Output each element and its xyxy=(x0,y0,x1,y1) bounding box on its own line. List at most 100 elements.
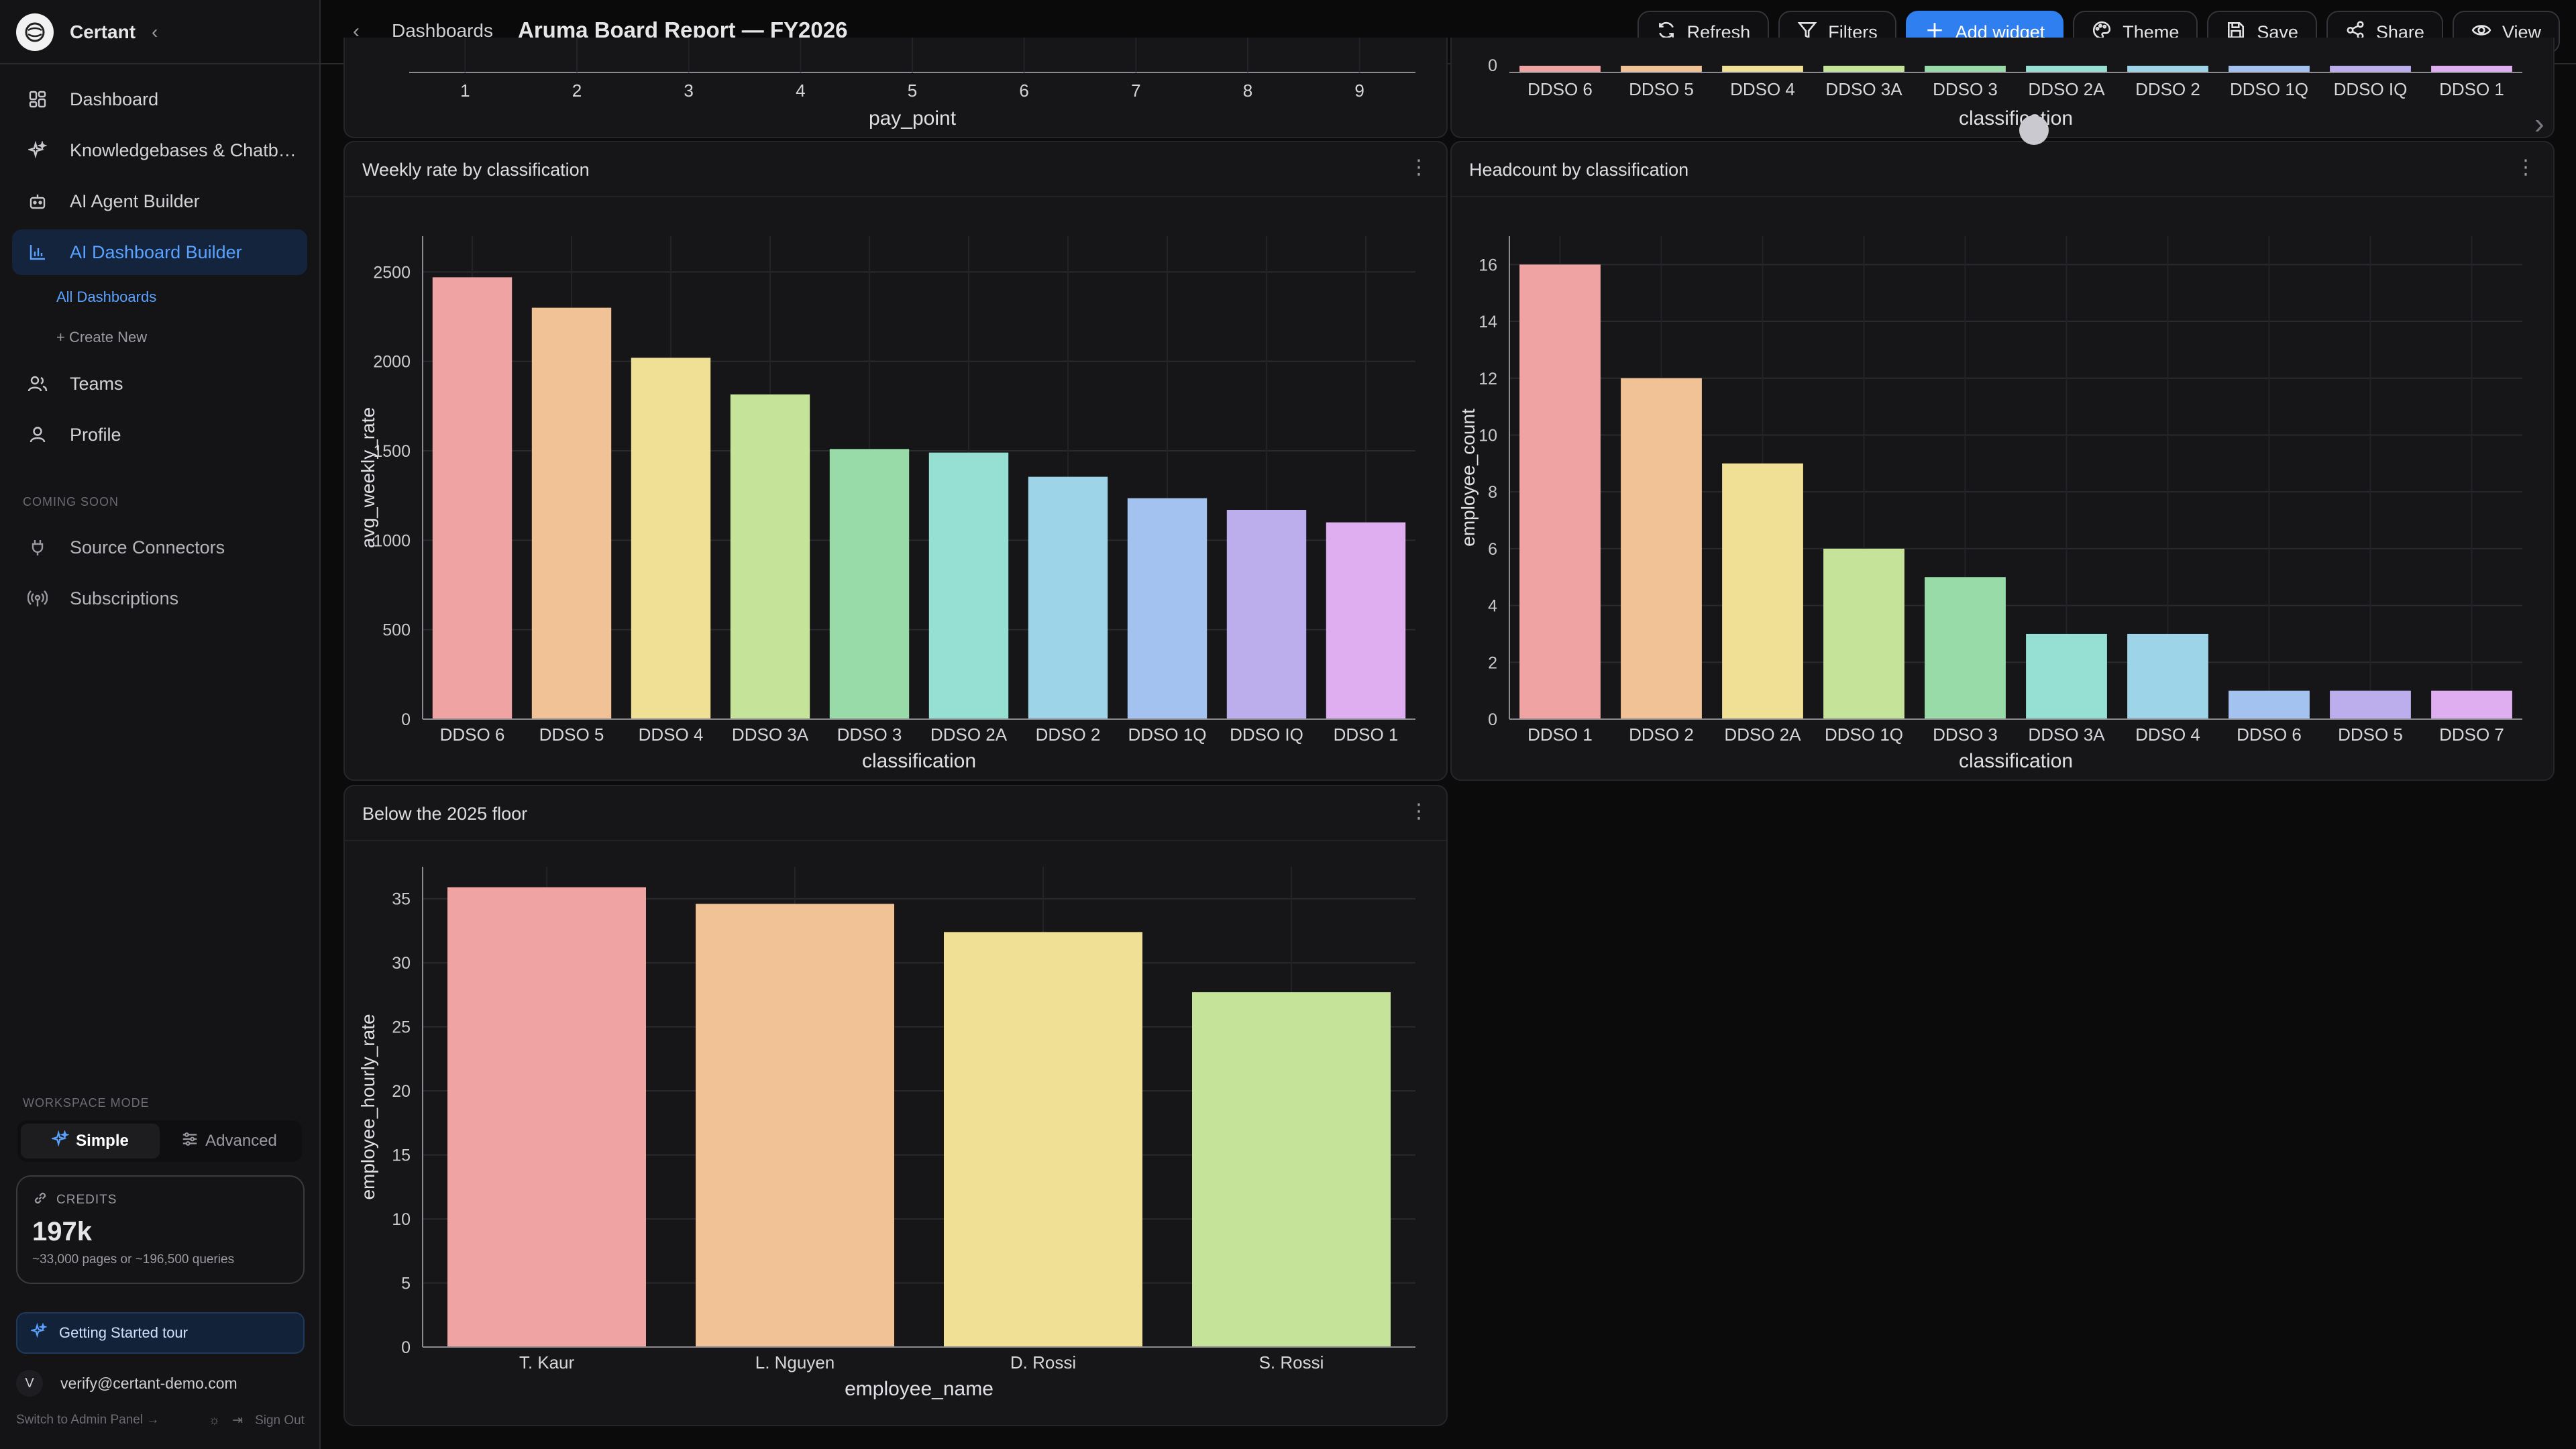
getting-started-tour-button[interactable]: Getting Started tour xyxy=(16,1312,305,1354)
bar xyxy=(1519,66,1601,72)
y-tick-label: 1000 xyxy=(373,531,411,550)
y-tick-label: 20 xyxy=(392,1082,411,1101)
more-vertical-icon[interactable]: ⋮ xyxy=(2516,156,2536,178)
certant-logo-icon xyxy=(16,13,54,51)
sparkle-icon xyxy=(25,141,50,160)
x-tick-label: DDSO 4 xyxy=(2135,724,2200,745)
chevron-right-icon[interactable]: › xyxy=(2534,107,2544,140)
x-axis-label: classification xyxy=(1959,750,2073,772)
sidebar-subitem-create-new[interactable]: + Create New xyxy=(56,329,148,345)
sign-out-link[interactable]: Sign Out xyxy=(255,1413,305,1428)
sign-out-icon: ⇥ xyxy=(232,1413,244,1428)
card-divider xyxy=(345,840,1446,841)
bar xyxy=(432,277,513,719)
y-tick-label: 10 xyxy=(1479,426,1497,445)
x-tick-label: DDSO 4 xyxy=(1730,79,1795,99)
bar xyxy=(631,358,711,719)
mode-simple-button[interactable]: Simple xyxy=(21,1124,160,1159)
bar xyxy=(730,394,810,719)
bar xyxy=(829,449,910,719)
x-tick-label: DDSO 6 xyxy=(1527,79,1593,99)
card-title: Below the 2025 floor xyxy=(362,804,528,824)
x-tick-label: DDSO 3A xyxy=(2028,724,2105,745)
y-tick-label: 30 xyxy=(392,954,411,973)
x-tick-label: DDSO 7 xyxy=(2439,724,2504,745)
sidebar-item-subscriptions[interactable]: Subscriptions xyxy=(12,576,307,621)
bar xyxy=(1823,66,1904,72)
filter-icon xyxy=(1797,20,1817,45)
x-tick-label: 3 xyxy=(684,80,693,101)
x-tick-label: DDSO 4 xyxy=(639,724,704,745)
sidebar-item-ai-dashboard-builder[interactable]: AI Dashboard Builder xyxy=(12,229,307,275)
sidebar-subitem-all-dashboards[interactable]: All Dashboards xyxy=(56,288,157,305)
bar xyxy=(944,932,1142,1347)
y-tick-label: 25 xyxy=(392,1018,411,1037)
x-axis-label: classification xyxy=(1959,107,2073,129)
x-tick-label: DDSO 1Q xyxy=(2230,79,2308,99)
brand[interactable]: Certant ‹ xyxy=(16,13,305,51)
y-tick-label: 0 xyxy=(1488,56,1497,75)
sun-icon[interactable]: ☼ xyxy=(208,1413,221,1428)
bar xyxy=(447,887,646,1347)
brand-name: Certant xyxy=(70,21,136,42)
sidebar-item-profile[interactable]: Profile xyxy=(12,412,307,458)
pay-point-chart: 1 2 3 4 5 6 7 8 9 pay_point xyxy=(409,38,1415,129)
bar xyxy=(2229,690,2310,719)
y-tick-label: 2500 xyxy=(373,263,411,282)
bar xyxy=(1192,992,1391,1347)
x-tick-label: DDSO 1 xyxy=(1334,724,1399,745)
sidebar-item-label: Subscriptions xyxy=(70,588,179,608)
broadcast-icon xyxy=(25,589,50,608)
bar xyxy=(1226,510,1307,719)
y-tick-label: 2 xyxy=(1488,653,1497,672)
bar xyxy=(1722,66,1803,72)
users-icon xyxy=(25,374,50,393)
sidebar-item-dashboard[interactable]: Dashboard xyxy=(12,76,307,122)
x-tick-label: DDSO IQ xyxy=(2334,79,2408,99)
breadcrumb-dashboards[interactable]: Dashboards xyxy=(392,20,493,41)
sidebar-item-knowledgebases[interactable]: Knowledgebases & Chatb… xyxy=(12,127,307,173)
y-tick-label: 500 xyxy=(382,621,411,640)
plus-icon xyxy=(1925,20,1945,45)
sidebar-item-label: AI Dashboard Builder xyxy=(70,241,242,262)
mode-advanced-label: Advanced xyxy=(205,1132,277,1150)
sidebar-item-ai-agent-builder[interactable]: AI Agent Builder xyxy=(12,178,307,224)
y-tick-label: 0 xyxy=(401,710,411,729)
sidebar-item-label: AI Agent Builder xyxy=(70,191,200,211)
x-tick-label: T. Kaur xyxy=(519,1352,575,1373)
bar xyxy=(1519,264,1601,720)
more-vertical-icon[interactable]: ⋮ xyxy=(1409,800,1429,822)
resize-handle[interactable] xyxy=(2019,115,2049,145)
y-tick-label: 2000 xyxy=(373,353,411,372)
y-tick-label: 1500 xyxy=(373,442,411,461)
sidebar-item-label: Source Connectors xyxy=(70,537,225,557)
headcount-chart: 0 2 4 6 8 10 12 14 16 DDSO 1 DDSO 2 DDSO 2A DDSO 1Q D… xyxy=(1458,236,2522,772)
grid-icon xyxy=(25,90,50,109)
x-tick-label: DDSO 1 xyxy=(1527,724,1593,745)
x-tick-label: 5 xyxy=(908,80,917,101)
card-divider xyxy=(1452,196,2553,197)
sidebar-item-source-connectors[interactable]: Source Connectors xyxy=(12,525,307,570)
x-tick-label: DDSO 1 xyxy=(2439,79,2504,99)
collapse-sidebar-icon[interactable]: ‹ xyxy=(152,21,158,42)
x-tick-label: 6 xyxy=(1019,80,1028,101)
mode-advanced-button[interactable]: Advanced xyxy=(160,1124,299,1159)
x-tick-label: DDSO 2A xyxy=(2028,79,2105,99)
robot-icon xyxy=(25,192,50,211)
x-tick-label: 4 xyxy=(796,80,805,101)
y-tick-label: 0 xyxy=(1488,710,1497,729)
card-classification-top: DDSO 6 DDSO 5 DDSO 4 DDSO 3A DDSO 3 DDSO 2A DD… xyxy=(1450,38,2555,138)
x-tick-label: DDSO 1Q xyxy=(1128,724,1206,745)
weekly-rate-chart: 0 500 1000 1500 2000 2500 DDSO 6 DDSO 5 DDSO 4 DD… xyxy=(358,236,1415,772)
more-vertical-icon[interactable]: ⋮ xyxy=(1409,156,1429,178)
sidebar-item-teams[interactable]: Teams xyxy=(12,361,307,407)
y-tick-label: 0 xyxy=(401,1338,411,1357)
user-email: verify@certant-demo.com xyxy=(60,1374,237,1392)
switch-admin-link[interactable]: Switch to Admin Panel → xyxy=(16,1413,160,1427)
x-tick-label: S. Rossi xyxy=(1259,1352,1324,1373)
bar xyxy=(1127,498,1208,719)
back-chevron-icon[interactable]: ‹ xyxy=(353,20,360,42)
bar xyxy=(2127,66,2208,72)
save-icon xyxy=(2226,20,2246,45)
user-row[interactable]: V verify@certant-demo.com xyxy=(16,1368,305,1398)
